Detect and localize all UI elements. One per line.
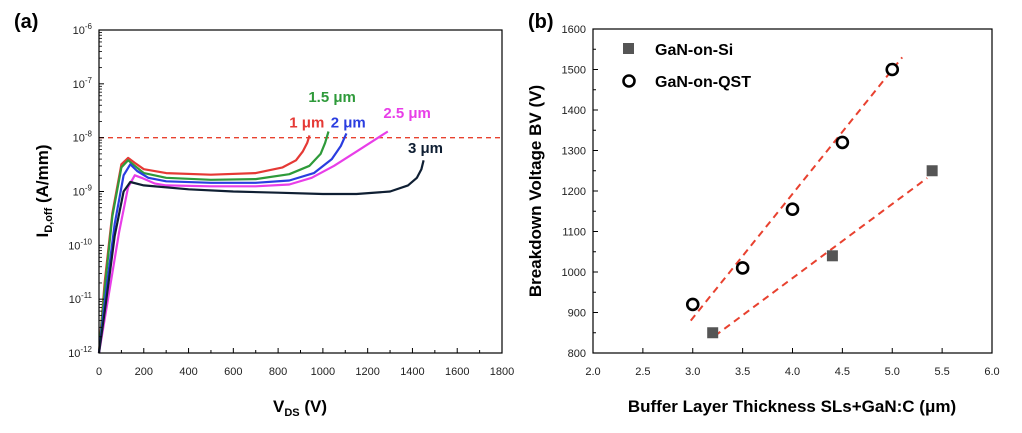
legend-label-gan-on-si: GaN-on-Si <box>655 42 733 59</box>
data-point-gan-on-qst <box>835 135 850 150</box>
data-point-gan-on-si <box>707 327 719 339</box>
panel-a-y-axis-title: ID,off (A/mm) <box>33 144 55 237</box>
y-tick-label: 1500 <box>562 65 586 77</box>
x-tick-label: 1200 <box>355 366 379 378</box>
y-tick-label: 10-7 <box>73 76 93 91</box>
x-tick-label: 4.0 <box>785 366 800 378</box>
panel-a-plot-frame <box>98 29 503 354</box>
panel-b-x-axis-title: Buffer Layer Thickness SLs+GaN:C (μm) <box>628 397 956 416</box>
y-tick-label: 10-6 <box>73 22 93 37</box>
panel-b: (b) 2.0 2.5 3.0 3.5 4.0 4.5 5.0 5.5 6.0 800 900 100… <box>526 11 1000 416</box>
x-tick-label: 3.5 <box>735 366 750 378</box>
y-tick-label: 900 <box>568 308 586 320</box>
panel-b-y-axis-title: Breakdown Voltage BV (V) <box>526 85 545 297</box>
x-tick-label: 3.0 <box>685 366 700 378</box>
data-point-gan-on-qst <box>685 297 700 312</box>
curve-label-3-um: 3 μm <box>408 140 443 157</box>
fit-line-gan-on-si <box>714 177 928 337</box>
curve-label-1-um: 1 μm <box>289 114 324 131</box>
x-tick-label: 1600 <box>445 366 469 378</box>
x-tick-label: 200 <box>135 366 153 378</box>
panel-b-label: (b) <box>528 11 554 33</box>
x-tick-label: 5.5 <box>934 366 949 378</box>
panel-a-label: (a) <box>14 11 38 33</box>
panel-b-plot-frame <box>592 28 993 354</box>
curve-2-5-um <box>97 130 389 354</box>
curve-3-um <box>97 160 425 354</box>
x-tick-label: 6.0 <box>984 366 999 378</box>
legend-marker-gan-on-si <box>623 43 634 54</box>
x-tick-label: 600 <box>224 366 242 378</box>
fit-line-gan-on-qst <box>689 56 904 322</box>
x-tick-label: 0 <box>96 366 102 378</box>
data-point-gan-on-qst <box>885 62 900 77</box>
y-tick-label: 1300 <box>562 146 586 158</box>
curve-label-2-5-um: 2.5 μm <box>383 105 431 122</box>
data-point-gan-on-si <box>926 165 938 177</box>
y-tick-label: 800 <box>568 348 586 360</box>
y-tick-label: 10-8 <box>73 130 93 145</box>
panel-a: (a) 0 200 400 600 800 1000 1200 1400 1600 1800 10-… <box>14 11 514 419</box>
curve-1-5-um <box>97 131 330 354</box>
curve-label-2-um: 2 μm <box>331 114 366 131</box>
x-tick-label: 5.0 <box>885 366 900 378</box>
curve-label-1-5-um: 1.5 μm <box>308 89 356 106</box>
y-tick-label: 10-9 <box>73 184 93 199</box>
x-tick-label: 1400 <box>400 366 424 378</box>
panel-a-x-axis-title: VDS (V) <box>273 397 327 419</box>
data-point-gan-on-qst <box>785 202 800 217</box>
x-tick-label: 2.0 <box>585 366 600 378</box>
legend-marker-gan-on-qst <box>622 74 636 88</box>
curve-1-um <box>97 135 311 354</box>
y-tick-label: 1600 <box>562 24 586 36</box>
x-tick-label: 2.5 <box>635 366 650 378</box>
data-point-gan-on-si <box>826 250 838 262</box>
x-tick-label: 800 <box>269 366 287 378</box>
curve-2-um <box>97 132 348 354</box>
y-tick-label: 1000 <box>562 267 586 279</box>
y-tick-label: 10-12 <box>68 345 92 360</box>
y-tick-label: 10-11 <box>69 291 93 306</box>
y-tick-label: 10-10 <box>68 237 92 252</box>
panel-b-legend: GaN-on-Si GaN-on-QST <box>622 42 751 91</box>
x-tick-label: 1000 <box>311 366 335 378</box>
legend-label-gan-on-qst: GaN-on-QST <box>655 74 751 91</box>
x-tick-label: 4.5 <box>835 366 850 378</box>
data-point-gan-on-qst <box>735 261 750 275</box>
y-tick-label: 1200 <box>562 186 586 198</box>
y-tick-label: 1400 <box>562 105 586 117</box>
y-tick-label: 1100 <box>562 227 586 239</box>
x-tick-label: 400 <box>179 366 197 378</box>
x-tick-label: 1800 <box>490 366 514 378</box>
